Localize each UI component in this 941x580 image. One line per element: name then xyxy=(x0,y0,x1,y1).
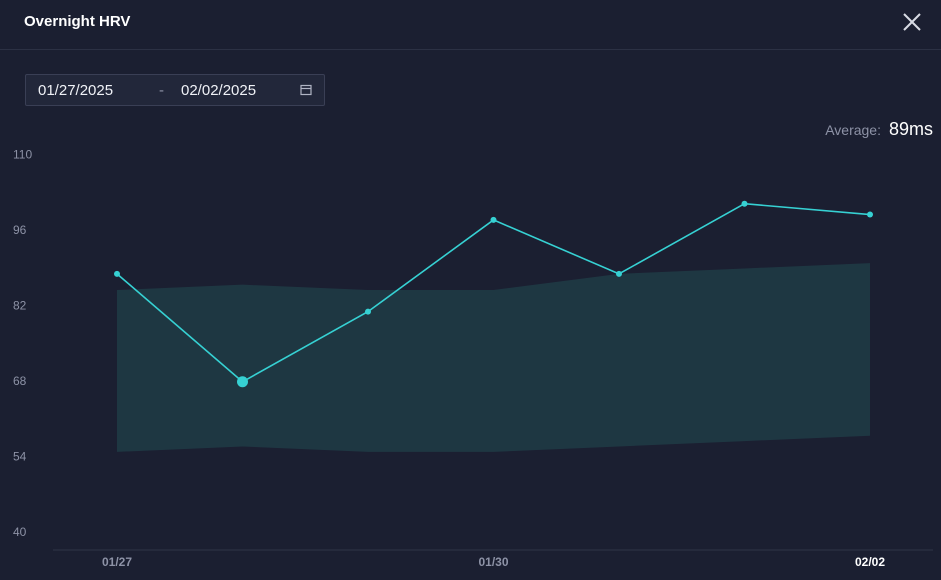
point xyxy=(114,270,120,277)
range-separator: - xyxy=(159,82,164,99)
point xyxy=(490,216,497,223)
y-tick-label: 54 xyxy=(13,449,27,463)
average-value: 89ms xyxy=(888,119,933,139)
calendar-icon[interactable] xyxy=(300,84,312,96)
y-tick-label: 96 xyxy=(13,223,27,237)
header: Overnight HRV xyxy=(0,0,941,50)
normal-range-band xyxy=(117,263,870,452)
end-date[interactable]: 02/02/2025 xyxy=(181,82,257,99)
dialog-title: Overnight HRV xyxy=(24,13,131,30)
x-tick-label: 01/27 xyxy=(102,555,132,569)
selected-point xyxy=(237,376,248,388)
point xyxy=(741,200,748,207)
x-tick-label: 02/02 xyxy=(855,555,885,569)
y-tick-label: 82 xyxy=(13,298,27,312)
y-tick-label: 40 xyxy=(13,525,27,539)
close-button[interactable] xyxy=(898,8,926,36)
point xyxy=(867,211,873,218)
y-tick-label: 110 xyxy=(13,147,32,161)
point xyxy=(616,270,622,277)
point xyxy=(365,308,371,315)
average-label: Average: xyxy=(825,122,881,138)
average: Average: 89ms xyxy=(825,119,933,140)
y-tick-label: 68 xyxy=(13,374,27,388)
date-range-picker[interactable]: 01/27/2025 - 02/02/2025 xyxy=(25,74,325,106)
x-tick-label: 01/30 xyxy=(478,555,508,569)
start-date[interactable]: 01/27/2025 xyxy=(38,82,114,99)
